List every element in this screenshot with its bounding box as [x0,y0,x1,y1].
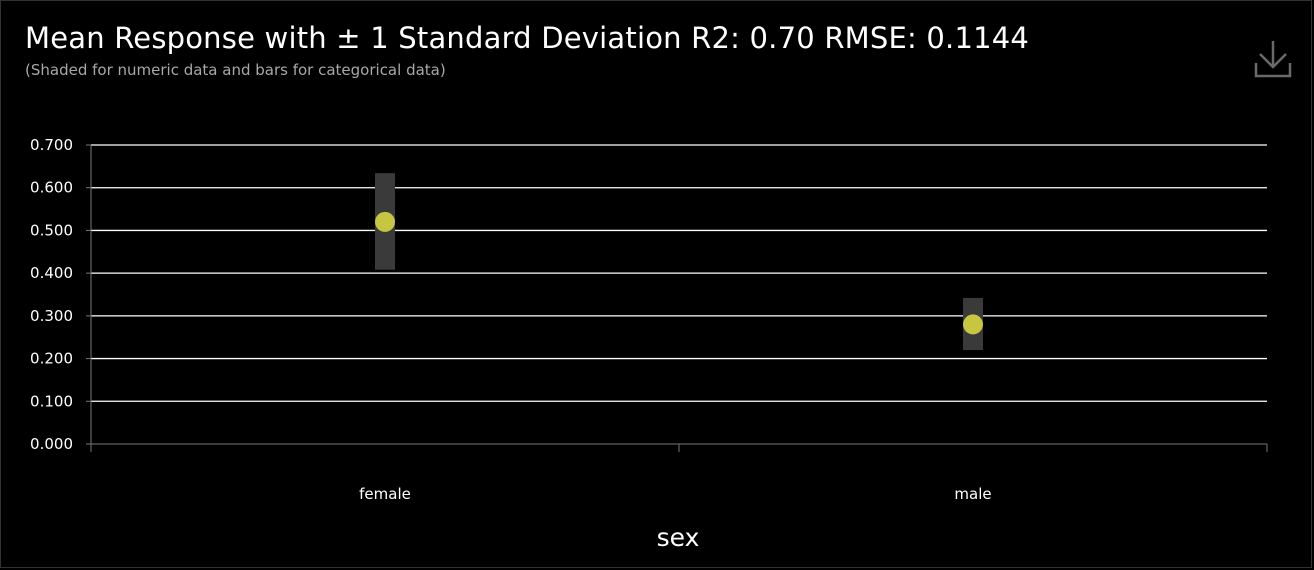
y-tick-label: 0.600 [30,179,73,197]
x-tick-label: female [359,485,411,503]
y-tick-label: 0.100 [30,392,73,410]
axes [86,144,1268,452]
y-tick-label: 0.000 [30,435,73,453]
x-tick-label: male [954,485,991,503]
mean-point[interactable] [375,211,395,232]
mean-point[interactable] [963,314,983,335]
y-tick-labels: 0.000 0.100 0.200 0.300 0.400 0.500 0.600 0.700 [30,136,73,453]
x-tick-labels: female male [359,485,991,503]
mean-points [375,211,983,335]
y-tick-label: 0.500 [30,221,73,239]
chart-subtitle: (Shaded for numeric data and bars for ca… [25,61,446,79]
x-axis-title: sex [657,523,700,552]
y-tick-label: 0.300 [30,307,73,325]
download-icon[interactable] [1253,37,1293,81]
grid-lines [91,144,1267,402]
y-tick-label: 0.400 [30,264,73,282]
chart-title: Mean Response with ± 1 Standard Deviatio… [25,21,1030,55]
y-tick-label: 0.200 [30,350,73,368]
y-tick-label: 0.700 [30,136,73,154]
std-dev-bars [375,173,983,351]
